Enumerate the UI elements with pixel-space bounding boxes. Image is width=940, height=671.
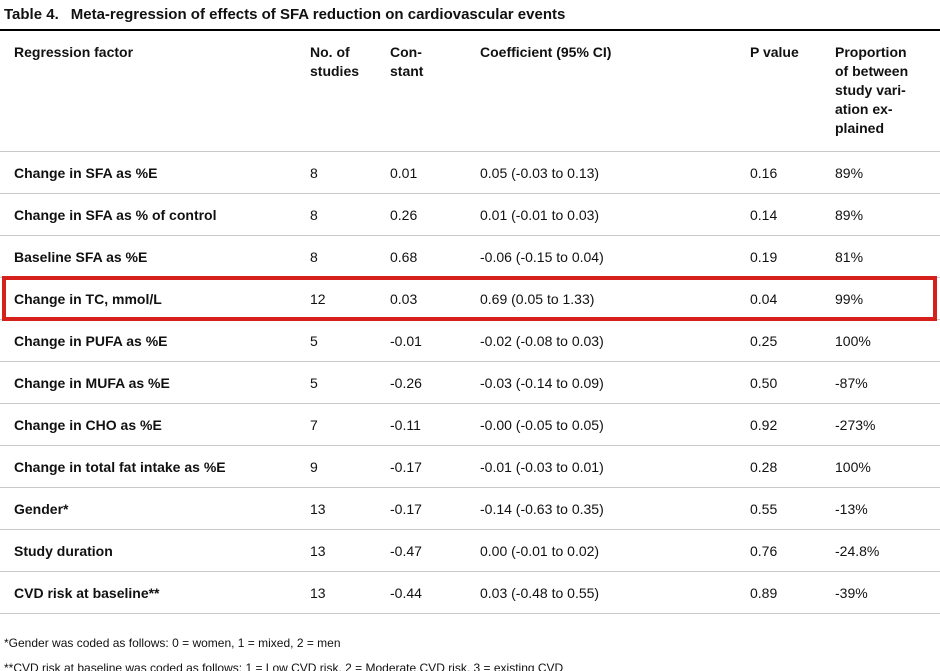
cell-coefficient: 0.00 (-0.01 to 0.02)	[480, 542, 600, 559]
cell-regression-factor: Change in SFA as % of control	[14, 206, 217, 223]
cell-coefficient: -0.01 (-0.03 to 0.01)	[480, 458, 604, 475]
cell-no-of-studies: 8	[310, 248, 318, 265]
table-row: Change in PUFA as %E 5 -0.01 -0.02 (-0.0…	[0, 320, 940, 362]
cell-p-value: 0.25	[750, 332, 778, 349]
cell-proportion: 81%	[835, 248, 864, 265]
cell-regression-factor: Change in MUFA as %E	[14, 374, 170, 391]
cell-constant: -0.44	[390, 584, 422, 601]
cell-coefficient: -0.06 (-0.15 to 0.04)	[480, 248, 604, 265]
meta-regression-table: Regression factor No. of studies Con- st…	[0, 31, 940, 614]
cell-p-value: 0.76	[750, 542, 778, 559]
cell-constant: -0.17	[390, 500, 422, 517]
table-row: Baseline SFA as %E 8 0.68 -0.06 (-0.15 t…	[0, 236, 940, 278]
header-no-of-studies: No. of studies	[310, 44, 360, 80]
table-row: Change in MUFA as %E 5 -0.26 -0.03 (-0.1…	[0, 362, 940, 404]
table-title-label: Table 4.	[4, 6, 59, 23]
header-coefficient: Coefficient (95% CI)	[480, 44, 612, 60]
cell-proportion: 100%	[835, 332, 871, 349]
cell-no-of-studies: 13	[310, 542, 326, 559]
cell-regression-factor: CVD risk at baseline**	[14, 584, 160, 601]
cell-proportion: 99%	[835, 290, 864, 307]
cell-regression-factor: Baseline SFA as %E	[14, 248, 148, 265]
cell-no-of-studies: 5	[310, 332, 318, 349]
cell-no-of-studies: 13	[310, 500, 326, 517]
cell-p-value: 0.50	[750, 374, 778, 391]
cell-coefficient: 0.03 (-0.48 to 0.55)	[480, 584, 600, 601]
cell-proportion: -39%	[835, 584, 868, 601]
cell-coefficient: 0.01 (-0.01 to 0.03)	[480, 206, 600, 223]
cell-regression-factor: Change in SFA as %E	[14, 164, 158, 181]
cell-coefficient: 0.69 (0.05 to 1.33)	[480, 290, 595, 307]
cell-constant: -0.11	[390, 416, 421, 433]
cell-regression-factor: Change in total fat intake as %E	[14, 458, 226, 475]
cell-p-value: 0.14	[750, 206, 778, 223]
cell-p-value: 0.89	[750, 584, 778, 601]
cell-constant: -0.17	[390, 458, 422, 475]
cell-p-value: 0.55	[750, 500, 778, 517]
cell-proportion: 100%	[835, 458, 871, 475]
footnote-cvd-risk: **CVD risk at baseline was coded as foll…	[4, 660, 564, 671]
cell-coefficient: -0.02 (-0.08 to 0.03)	[480, 332, 604, 349]
cell-p-value: 0.28	[750, 458, 778, 475]
table-row: Change in SFA as %E 8 0.01 0.05 (-0.03 t…	[0, 152, 940, 194]
table-row: Gender* 13 -0.17 -0.14 (-0.63 to 0.35) 0…	[0, 488, 940, 530]
cell-proportion: -13%	[835, 500, 868, 517]
cell-p-value: 0.16	[750, 164, 778, 181]
cell-proportion: 89%	[835, 164, 864, 181]
cell-no-of-studies: 8	[310, 206, 318, 223]
cell-regression-factor: Study duration	[14, 542, 113, 559]
table-row: Study duration 13 -0.47 0.00 (-0.01 to 0…	[0, 530, 940, 572]
title-rule	[0, 29, 940, 31]
cell-constant: -0.47	[390, 542, 422, 559]
table-row: Change in CHO as %E 7 -0.11 -0.00 (-0.05…	[0, 404, 940, 446]
header-regression-factor: Regression factor	[14, 44, 134, 60]
header-proportion: Proportion of between study vari- ation …	[835, 44, 909, 137]
cell-no-of-studies: 12	[310, 290, 326, 307]
table-title: Table 4. Meta-regression of effects of SF…	[0, 0, 940, 29]
cell-p-value: 0.92	[750, 416, 778, 433]
table-row-highlighted: Change in TC, mmol/L 12 0.03 0.69 (0.05 …	[0, 276, 940, 321]
cell-constant: 0.68	[390, 248, 418, 265]
cell-constant: 0.01	[390, 164, 418, 181]
cell-coefficient: 0.05 (-0.03 to 0.13)	[480, 164, 600, 181]
table-row: Change in SFA as % of control 8 0.26 0.0…	[0, 194, 940, 236]
cell-coefficient: -0.00 (-0.05 to 0.05)	[480, 416, 604, 433]
cell-proportion: 89%	[835, 206, 864, 223]
header-constant: Con- stant	[390, 44, 424, 80]
cell-regression-factor: Gender*	[14, 500, 69, 517]
table-header-row: Regression factor No. of studies Con- st…	[0, 31, 940, 152]
cell-no-of-studies: 5	[310, 374, 318, 391]
cell-regression-factor: Change in TC, mmol/L	[14, 290, 162, 307]
cell-coefficient: -0.14 (-0.63 to 0.35)	[480, 500, 604, 517]
cell-no-of-studies: 9	[310, 458, 318, 475]
cell-constant: 0.26	[390, 206, 418, 223]
cell-proportion: -24.8%	[835, 542, 880, 559]
cell-constant: -0.01	[390, 332, 422, 349]
table-row: Change in total fat intake as %E 9 -0.17…	[0, 446, 940, 488]
cell-regression-factor: Change in PUFA as %E	[14, 332, 168, 349]
cell-regression-factor: Change in CHO as %E	[14, 416, 162, 433]
cell-proportion: -273%	[835, 416, 876, 433]
cell-no-of-studies: 8	[310, 164, 318, 181]
cell-proportion: -87%	[835, 374, 868, 391]
table-title-text: Meta-regression of effects of SFA reduct…	[70, 6, 566, 23]
cell-no-of-studies: 13	[310, 584, 326, 601]
cell-p-value: 0.04	[750, 290, 778, 307]
cell-no-of-studies: 7	[310, 416, 318, 433]
cell-constant: 0.03	[390, 290, 418, 307]
header-p-value: P value	[750, 44, 799, 60]
footnote-gender: *Gender was coded as follows: 0 = women,…	[4, 636, 341, 650]
cell-coefficient: -0.03 (-0.14 to 0.09)	[480, 374, 604, 391]
footnotes: *Gender was coded as follows: 0 = women,…	[0, 636, 940, 671]
cell-p-value: 0.19	[750, 248, 778, 265]
cell-constant: -0.26	[390, 374, 422, 391]
table-row: CVD risk at baseline** 13 -0.44 0.03 (-0…	[0, 572, 940, 614]
